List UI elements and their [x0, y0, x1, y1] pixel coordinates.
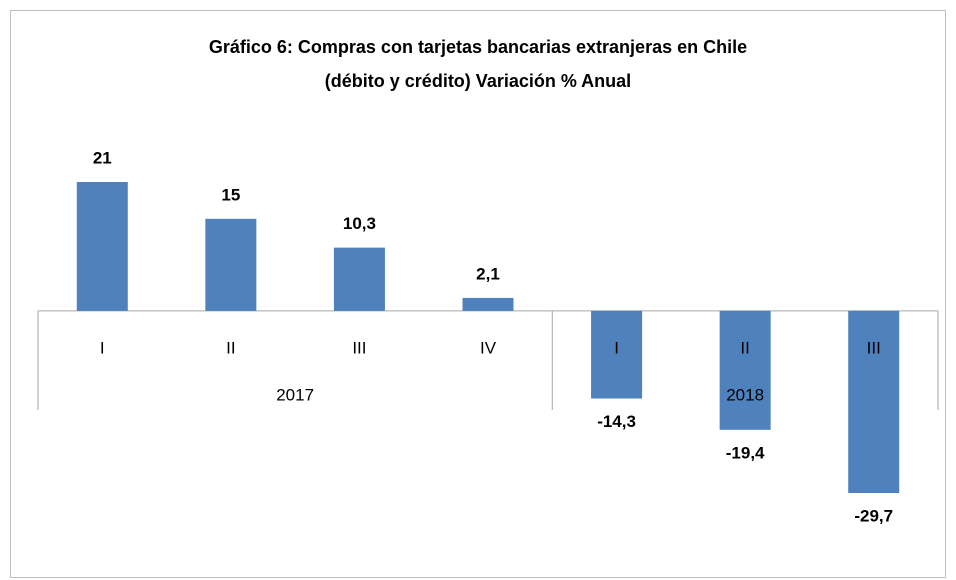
bar — [848, 310, 900, 493]
x-tick-label: I — [100, 338, 105, 357]
x-tick-label: IV — [480, 338, 497, 357]
data-label: -14,3 — [597, 412, 636, 431]
bar — [205, 218, 257, 311]
bar — [333, 247, 385, 311]
bar — [76, 182, 128, 311]
group-label: 2017 — [276, 385, 314, 404]
data-label: -19,4 — [726, 443, 765, 462]
group-label: 2018 — [726, 385, 764, 404]
bar — [591, 310, 643, 399]
chart-title: Gráfico 6: Compras con tarjetas bancaria… — [209, 37, 747, 57]
data-label: 2,1 — [476, 264, 500, 283]
chart-title: (débito y crédito) Variación % Anual — [325, 71, 631, 91]
bar — [462, 297, 514, 311]
x-tick-label: III — [352, 338, 366, 357]
x-tick-label: III — [867, 338, 881, 357]
x-tick-label: II — [226, 338, 235, 357]
x-tick-label: II — [740, 338, 749, 357]
chart-frame — [10, 10, 946, 578]
data-label: 21 — [93, 148, 112, 167]
bar — [719, 310, 771, 430]
data-label: 15 — [221, 185, 240, 204]
data-label: -29,7 — [854, 506, 893, 525]
x-tick-label: I — [614, 338, 619, 357]
data-label: 10,3 — [343, 214, 376, 233]
